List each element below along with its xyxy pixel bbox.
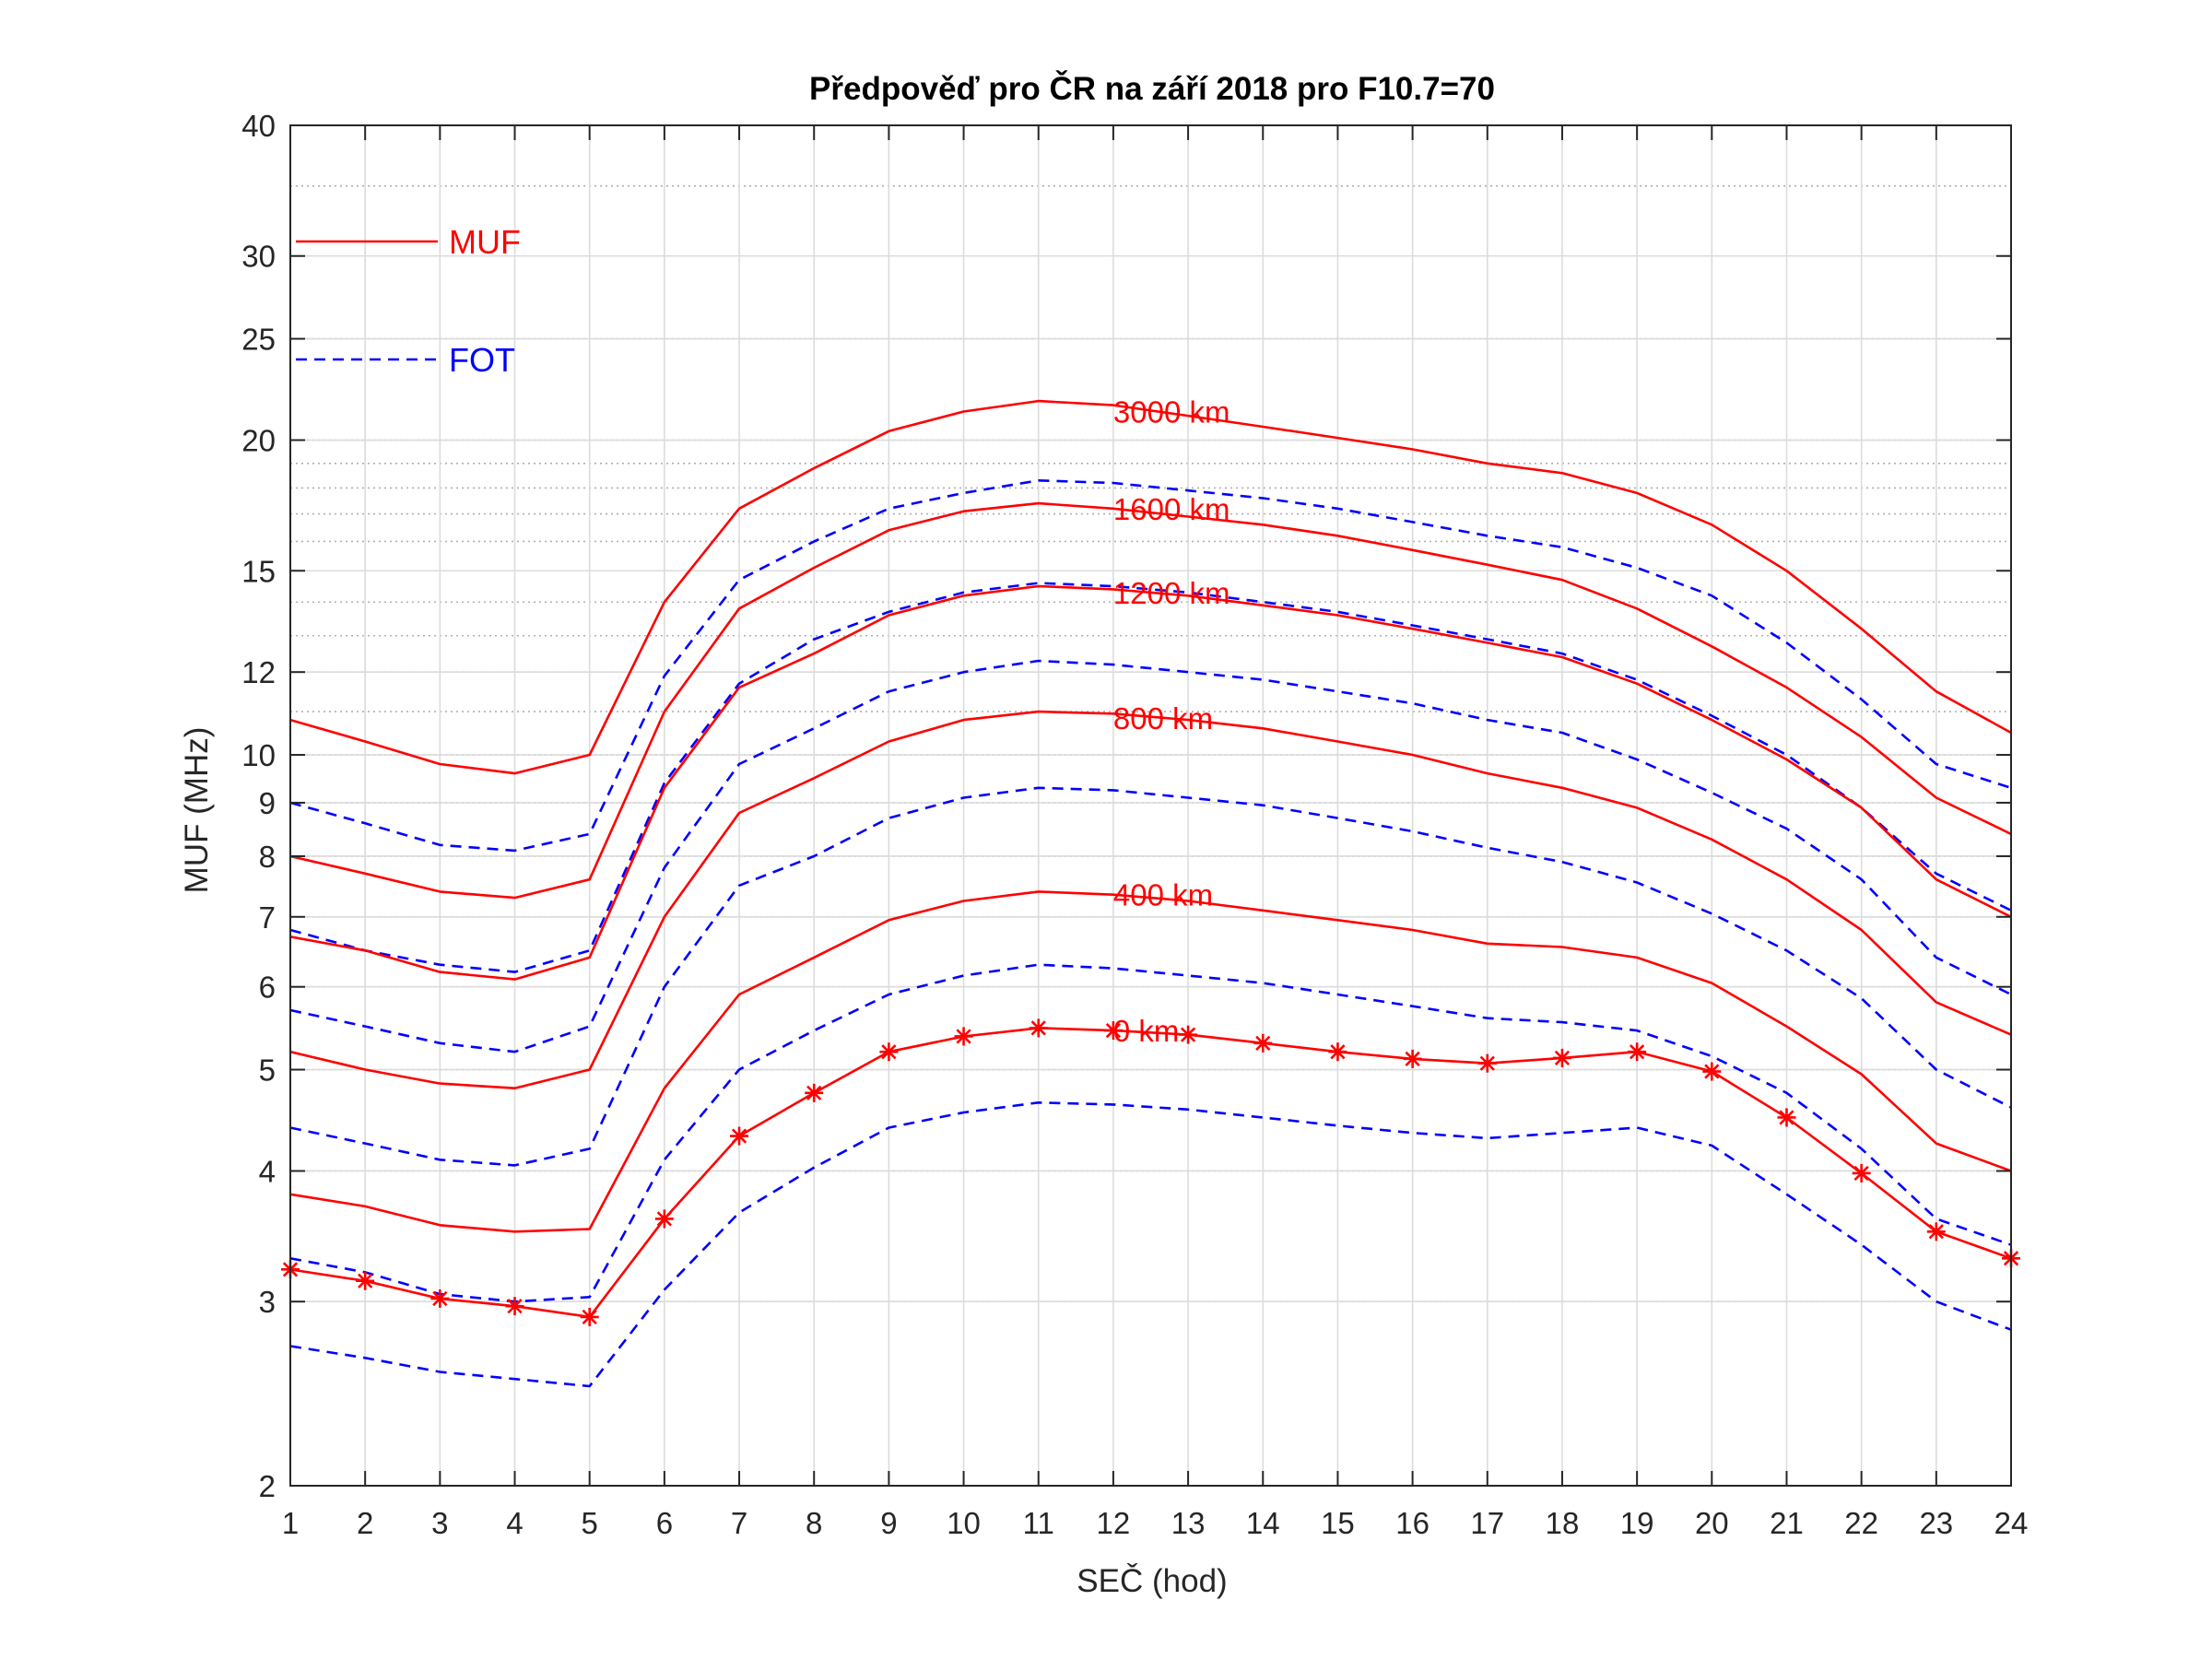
y-axis-label: MUF (MHz) (179, 727, 215, 894)
asterisk-marker (1179, 1025, 1198, 1044)
y-tick-label: 12 (241, 655, 276, 689)
plot-area-border (289, 124, 2012, 1487)
y-tick-label: 20 (241, 424, 276, 458)
x-tick-label: 23 (1919, 1506, 1953, 1540)
legend: MUF FOT (296, 223, 521, 379)
asterisk-marker (505, 1297, 524, 1316)
y-tick-label: 40 (241, 109, 276, 143)
x-tick-label: 2 (357, 1506, 373, 1540)
fot-series-line-3000km (289, 478, 2012, 853)
y-tick-label: 5 (259, 1053, 276, 1088)
asterisk-marker (1926, 1222, 1946, 1241)
y-tick-label: 25 (241, 323, 276, 357)
x-tick-label: 1 (282, 1506, 299, 1540)
x-tick-label: 6 (656, 1506, 673, 1540)
muf-series-line-3000km (289, 399, 2012, 775)
muf-series-line-400km (289, 890, 2012, 1233)
asterisk-marker (730, 1126, 749, 1146)
x-tick-label: 15 (1321, 1506, 1355, 1540)
y-tick-label: 2 (259, 1469, 276, 1503)
x-tick-label: 7 (731, 1506, 747, 1540)
asterisk-marker (1628, 1042, 1647, 1062)
x-axis-label: SEČ (hod) (1077, 1563, 1227, 1599)
chart-title: Předpověď pro ČR na září 2018 pro F10.7=… (809, 70, 1495, 107)
curve-labels: 3000 km 1600 km 1200 km 800 km 400 km 0 km (1113, 394, 1230, 1048)
muf-series-line-1200km (289, 584, 2012, 981)
asterisk-marker (1477, 1053, 1497, 1073)
axis-ticks (289, 124, 2012, 1487)
asterisk-marker (1777, 1108, 1796, 1127)
fot-series-line-800km (289, 786, 2012, 1167)
x-tick-label: 9 (880, 1506, 897, 1540)
asterisk-marker (430, 1288, 450, 1308)
asterisk-marker (1552, 1048, 1571, 1067)
legend-label-fot: FOT (449, 341, 515, 379)
y-tick-labels: 2 3 4 5 6 7 8 9 10 12 15 20 25 30 40 (241, 109, 276, 1503)
fot-series-line-1200km (289, 659, 2012, 1053)
asterisk-marker (1029, 1018, 1048, 1038)
asterisk-marker (805, 1083, 824, 1102)
asterisk-marker (580, 1307, 599, 1326)
curve-label: 3000 km (1113, 394, 1230, 429)
x-tick-label: 17 (1470, 1506, 1504, 1540)
x-tick-label: 21 (1770, 1506, 1804, 1540)
x-tick-label: 18 (1546, 1506, 1580, 1540)
asterisk-marker (1702, 1062, 1722, 1081)
x-tick-label: 13 (1171, 1506, 1206, 1540)
y-tick-label: 6 (259, 971, 276, 1005)
curve-label: 800 km (1113, 701, 1213, 735)
asterisk-marker (1103, 1021, 1123, 1041)
y-tick-label: 30 (241, 240, 276, 274)
curve-label: 1200 km (1113, 576, 1230, 610)
x-tick-label: 5 (582, 1506, 598, 1540)
curve-label: 1600 km (1113, 492, 1230, 526)
y-tick-label: 3 (259, 1285, 276, 1319)
y-tick-label: 8 (259, 840, 276, 874)
x-tick-labels: 1 2 3 4 5 6 7 8 9 10 11 12 13 14 15 16 17 18 19 20 21 22 23 24 (282, 1506, 2029, 1540)
y-tick-label: 15 (241, 554, 276, 588)
fot-series-line-0km (289, 1101, 2012, 1388)
x-tick-label: 10 (947, 1506, 981, 1540)
x-tick-label: 16 (1395, 1506, 1430, 1540)
x-tick-label: 8 (806, 1506, 822, 1540)
x-tick-label: 19 (1620, 1506, 1654, 1540)
fot-series-line-400km (289, 963, 2012, 1303)
x-tick-label: 24 (1994, 1506, 2029, 1540)
x-tick-label: 12 (1097, 1506, 1131, 1540)
asterisk-marker (1403, 1049, 1422, 1068)
y-tick-label: 9 (259, 786, 276, 820)
muf-series-line-1600km (289, 501, 2012, 900)
x-tick-label: 20 (1695, 1506, 1729, 1540)
asterisk-marker (654, 1209, 674, 1229)
asterisk-marker (356, 1271, 375, 1290)
muf-series-line-0km (289, 1027, 2012, 1319)
major-grid (289, 124, 2012, 1487)
y-tick-label: 4 (259, 1154, 276, 1188)
asterisk-marker (1253, 1033, 1273, 1053)
legend-label-muf: MUF (449, 223, 521, 261)
y-tick-label: 7 (259, 900, 276, 935)
asterisk-marker (954, 1027, 973, 1046)
x-tick-label: 22 (1844, 1506, 1878, 1540)
x-tick-label: 4 (506, 1506, 523, 1540)
asterisk-marker (879, 1042, 899, 1062)
muf-series-line-800km (289, 710, 2012, 1089)
x-tick-label: 14 (1246, 1506, 1280, 1540)
curve-label: 0 km (1113, 1014, 1180, 1048)
asterisk-marker (1328, 1042, 1347, 1062)
x-tick-label: 3 (431, 1506, 448, 1540)
curve-label: 400 km (1113, 878, 1213, 912)
y-tick-label: 10 (241, 738, 276, 772)
x-tick-label: 11 (1023, 1506, 1054, 1540)
asterisk-marker (1852, 1163, 1871, 1182)
